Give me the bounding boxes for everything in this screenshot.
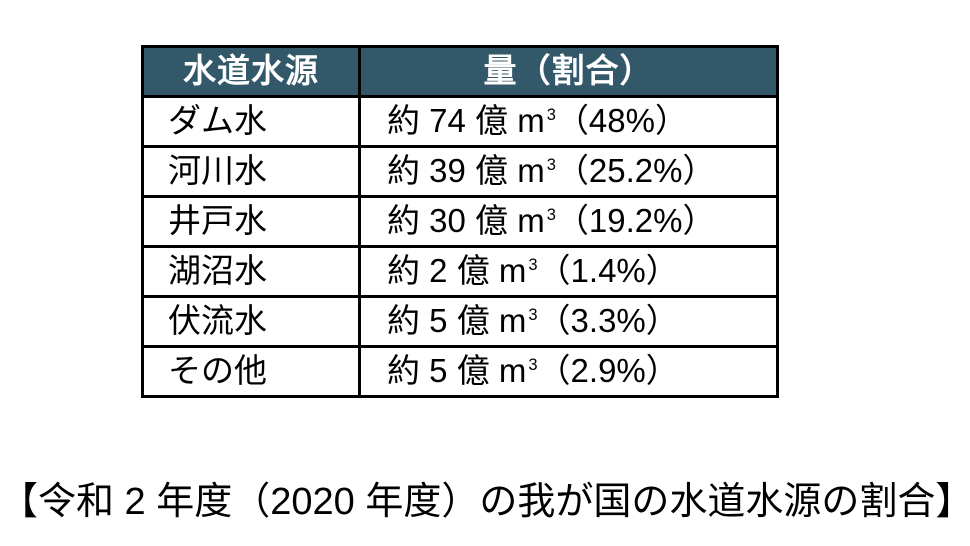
source-cell: 井戸水: [141, 195, 361, 248]
header-amount: 量（割合）: [358, 45, 779, 98]
amount-text: 約 5 億 m: [387, 302, 527, 340]
source-cell: 伏流水: [141, 295, 361, 348]
source-cell: ダム水: [141, 95, 361, 148]
caption: 【令和 2 年度（2020 年度）の我が国の水道水源の割合】: [0, 481, 970, 523]
amount-cell: 約 30 億 m 3（19.2%）: [358, 195, 779, 248]
amount-text: 約 74 億 m: [387, 102, 545, 140]
cubic-superscript: 3: [528, 306, 538, 325]
table-row: 井戸水 約 30 億 m 3（19.2%）: [141, 195, 779, 248]
amount-text: 約 30 億 m: [387, 202, 545, 240]
amount-text: 約 5 億 m: [387, 352, 527, 390]
source-cell: 湖沼水: [141, 245, 361, 298]
amount-percent: （3.3%）: [537, 302, 679, 340]
water-source-table: 水道水源 量（割合） ダム水 約 74 億 m 3（48%） 河川水 約 39 億…: [141, 45, 779, 398]
amount-text: 約 39 億 m: [387, 152, 545, 190]
table-row: ダム水 約 74 億 m 3（48%）: [141, 95, 779, 148]
header-source: 水道水源: [141, 45, 361, 98]
amount-cell: 約 74 億 m 3（48%）: [358, 95, 779, 148]
cubic-superscript: 3: [528, 256, 538, 275]
table-row: 河川水 約 39 億 m 3（25.2%）: [141, 145, 779, 198]
amount-text: 約 2 億 m: [387, 252, 527, 290]
source-cell: その他: [141, 345, 361, 398]
table-header-row: 水道水源 量（割合）: [141, 45, 779, 98]
amount-percent: （48%）: [555, 102, 688, 140]
amount-cell: 約 5 億 m 3（2.9%）: [358, 345, 779, 398]
amount-percent: （19.2%）: [555, 202, 716, 240]
amount-percent: （25.2%）: [555, 152, 716, 190]
cubic-superscript: 3: [546, 156, 556, 175]
amount-cell: 約 5 億 m 3（3.3%）: [358, 295, 779, 348]
cubic-superscript: 3: [528, 356, 538, 375]
amount-percent: （1.4%）: [537, 252, 679, 290]
amount-percent: （2.9%）: [537, 352, 679, 390]
cubic-superscript: 3: [546, 206, 556, 225]
cubic-superscript: 3: [546, 106, 556, 125]
table-row: その他 約 5 億 m 3（2.9%）: [141, 345, 779, 398]
table-row: 伏流水 約 5 億 m 3（3.3%）: [141, 295, 779, 348]
amount-cell: 約 2 億 m 3（1.4%）: [358, 245, 779, 298]
source-cell: 河川水: [141, 145, 361, 198]
table-row: 湖沼水 約 2 億 m 3（1.4%）: [141, 245, 779, 298]
amount-cell: 約 39 億 m 3（25.2%）: [358, 145, 779, 198]
